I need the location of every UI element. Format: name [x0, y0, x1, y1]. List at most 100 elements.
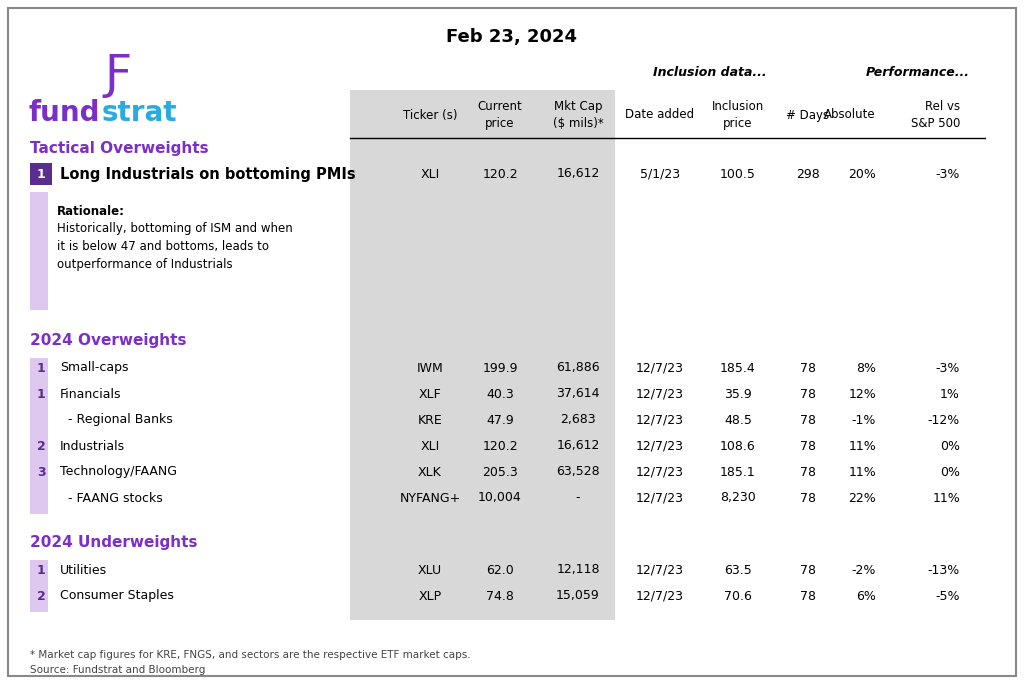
Text: XLK: XLK [418, 466, 442, 479]
Text: Technology/FAANG: Technology/FAANG [60, 466, 177, 479]
Text: 2024 Overweights: 2024 Overweights [30, 332, 186, 347]
Text: 37,614: 37,614 [556, 388, 600, 401]
Text: 11%: 11% [848, 466, 876, 479]
Text: 1: 1 [37, 388, 45, 401]
Text: 1: 1 [37, 362, 45, 375]
Text: Long Industrials on bottoming PMIs: Long Industrials on bottoming PMIs [60, 166, 355, 181]
Text: Rel vs
S&P 500: Rel vs S&P 500 [910, 100, 961, 130]
Text: - Regional Banks: - Regional Banks [68, 414, 173, 427]
Text: Ƒ: Ƒ [104, 53, 131, 98]
Text: 12/7/23: 12/7/23 [636, 362, 684, 375]
Text: 22%: 22% [848, 492, 876, 505]
Text: 12/7/23: 12/7/23 [636, 466, 684, 479]
Text: 48.5: 48.5 [724, 414, 752, 427]
Text: 8%: 8% [856, 362, 876, 375]
Text: 0%: 0% [940, 466, 961, 479]
Text: 2024 Underweights: 2024 Underweights [30, 534, 198, 549]
Text: Inclusion
price: Inclusion price [712, 100, 764, 130]
Text: 120.2: 120.2 [482, 168, 518, 181]
Text: 78: 78 [800, 564, 816, 577]
Text: 199.9: 199.9 [482, 362, 518, 375]
Text: 40.3: 40.3 [486, 388, 514, 401]
Text: -2%: -2% [852, 564, 876, 577]
Text: Absolute: Absolute [824, 109, 876, 122]
Text: 20%: 20% [848, 168, 876, 181]
Text: Current
price: Current price [477, 100, 522, 130]
Text: -12%: -12% [928, 414, 961, 427]
Text: -1%: -1% [852, 414, 876, 427]
Text: Small-caps: Small-caps [60, 362, 128, 375]
Text: 2: 2 [37, 440, 45, 453]
Bar [30, 163, 52, 185]
Text: Inclusion data...: Inclusion data... [653, 66, 767, 79]
Text: 12/7/23: 12/7/23 [636, 590, 684, 603]
Text: 78: 78 [800, 440, 816, 453]
Text: 78: 78 [800, 388, 816, 401]
Text: - FAANG stocks: - FAANG stocks [68, 492, 163, 505]
Text: 185.4: 185.4 [720, 362, 756, 375]
Text: 78: 78 [800, 414, 816, 427]
Text: 298: 298 [796, 168, 820, 181]
Text: 0%: 0% [940, 440, 961, 453]
Text: 11%: 11% [848, 440, 876, 453]
Text: 16,612: 16,612 [556, 440, 600, 453]
Text: 16,612: 16,612 [556, 168, 600, 181]
Text: strat: strat [102, 99, 177, 127]
Text: 100.5: 100.5 [720, 168, 756, 181]
Text: 12,118: 12,118 [556, 564, 600, 577]
Text: * Market cap figures for KRE, FNGS, and sectors are the respective ETF market ca: * Market cap figures for KRE, FNGS, and … [30, 650, 471, 675]
Text: XLU: XLU [418, 564, 442, 577]
Text: KRE: KRE [418, 414, 442, 427]
Text: 12/7/23: 12/7/23 [636, 388, 684, 401]
Bar [30, 192, 48, 310]
Text: 78: 78 [800, 362, 816, 375]
Text: Historically, bottoming of ISM and when
it is below 47 and bottoms, leads to
out: Historically, bottoming of ISM and when … [57, 222, 293, 271]
Text: Consumer Staples: Consumer Staples [60, 590, 174, 603]
Text: 10,004: 10,004 [478, 492, 522, 505]
Text: Rationale:: Rationale: [57, 205, 125, 218]
Text: 61,886: 61,886 [556, 362, 600, 375]
Bar [30, 358, 48, 514]
Text: 3: 3 [37, 466, 45, 479]
Text: 5/1/23: 5/1/23 [640, 168, 680, 181]
Text: -: - [575, 492, 581, 505]
Text: 74.8: 74.8 [486, 590, 514, 603]
Text: -5%: -5% [936, 590, 961, 603]
Text: 12/7/23: 12/7/23 [636, 414, 684, 427]
Text: 205.3: 205.3 [482, 466, 518, 479]
Text: -3%: -3% [936, 168, 961, 181]
Text: XLI: XLI [421, 440, 439, 453]
Text: 1%: 1% [940, 388, 961, 401]
Bar [350, 90, 615, 620]
Text: 63,528: 63,528 [556, 466, 600, 479]
Text: -3%: -3% [936, 362, 961, 375]
Text: 185.1: 185.1 [720, 466, 756, 479]
Text: 2: 2 [37, 590, 45, 603]
Bar [30, 560, 48, 612]
Text: 12%: 12% [848, 388, 876, 401]
Text: 78: 78 [800, 466, 816, 479]
Text: 78: 78 [800, 590, 816, 603]
Text: XLF: XLF [419, 388, 441, 401]
Text: 11%: 11% [932, 492, 961, 505]
Text: Utilities: Utilities [60, 564, 108, 577]
Text: 12/7/23: 12/7/23 [636, 564, 684, 577]
Text: 6%: 6% [856, 590, 876, 603]
Text: Date added: Date added [626, 109, 694, 122]
Text: Tactical Overweights: Tactical Overweights [30, 140, 209, 155]
Text: XLI: XLI [421, 168, 439, 181]
Text: 47.9: 47.9 [486, 414, 514, 427]
Text: 78: 78 [800, 492, 816, 505]
Text: XLP: XLP [419, 590, 441, 603]
Text: 1: 1 [37, 168, 45, 181]
Text: 15,059: 15,059 [556, 590, 600, 603]
Text: Industrials: Industrials [60, 440, 125, 453]
Text: NYFANG+: NYFANG+ [399, 492, 461, 505]
Text: Performance...: Performance... [866, 66, 970, 79]
Text: 8,230: 8,230 [720, 492, 756, 505]
Text: Mkt Cap
($ mils)*: Mkt Cap ($ mils)* [553, 100, 603, 130]
Text: Feb 23, 2024: Feb 23, 2024 [446, 28, 578, 46]
Text: 35.9: 35.9 [724, 388, 752, 401]
Text: 120.2: 120.2 [482, 440, 518, 453]
Text: 70.6: 70.6 [724, 590, 752, 603]
